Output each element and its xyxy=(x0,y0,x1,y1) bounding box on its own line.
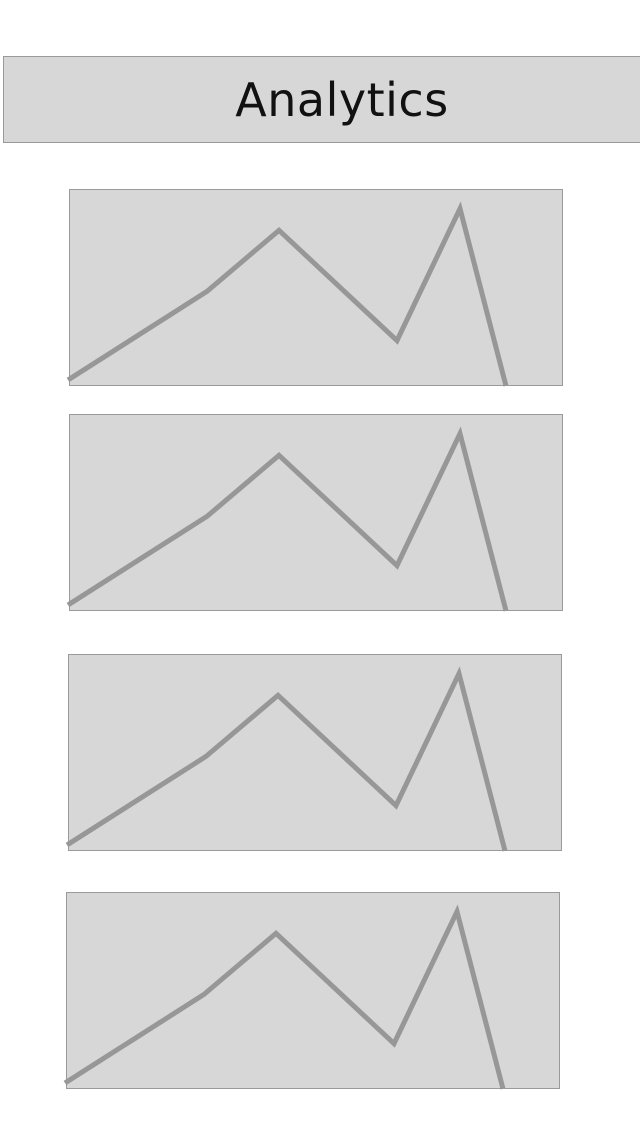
chart-panel-3 xyxy=(68,654,562,851)
header-bar: Analytics xyxy=(3,56,640,143)
chart-panel-4 xyxy=(66,892,560,1089)
chart-panel-1 xyxy=(69,189,563,386)
chart-panel-2 xyxy=(69,414,563,611)
page-title: Analytics xyxy=(235,72,449,127)
